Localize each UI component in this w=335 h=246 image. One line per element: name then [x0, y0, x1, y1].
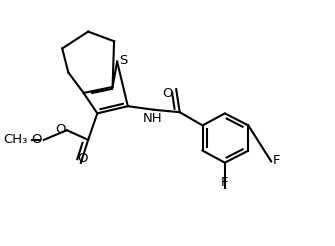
Text: O: O: [31, 133, 42, 146]
Text: F: F: [273, 154, 280, 168]
Text: O: O: [162, 87, 173, 100]
Text: S: S: [120, 54, 128, 67]
Text: NH: NH: [142, 112, 162, 125]
Text: O: O: [77, 152, 87, 165]
Text: O: O: [55, 123, 65, 136]
Text: F: F: [221, 176, 228, 189]
Text: CH₃: CH₃: [3, 133, 27, 146]
